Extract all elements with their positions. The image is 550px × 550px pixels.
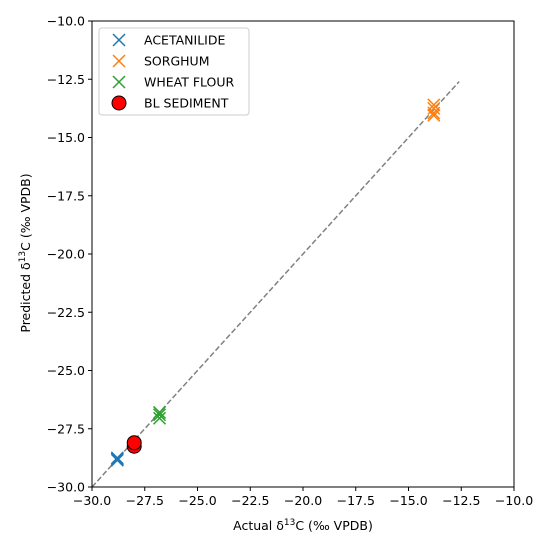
point-acetanilide	[110, 452, 124, 466]
x-axis-label: Actual δ13C (‰ VPDB)	[233, 518, 373, 533]
legend-label-sorghum: SORGHUM	[144, 54, 209, 69]
x-tick-label: −17.5	[337, 493, 375, 508]
y-tick-label: −10.0	[47, 14, 85, 29]
legend-box	[98, 27, 250, 116]
point-wheat-flour	[152, 405, 167, 419]
y-tick-label: −12.5	[47, 72, 85, 87]
plot-marks	[91, 81, 460, 488]
y-tick-label: −17.5	[47, 188, 85, 203]
point-sorghum	[427, 106, 441, 120]
point-acetanilide	[110, 451, 124, 465]
point-wheat-flour	[152, 408, 167, 422]
x-tick-label: −22.5	[231, 493, 269, 508]
y-tick-label: −30.0	[47, 480, 85, 495]
legend: ACETANILIDE SORGHUM WHEAT FLOUR BL SEDIMENT	[98, 27, 250, 116]
reference-line	[91, 81, 460, 488]
x-axis-ticks: −30.0 −27.5 −25.0 −22.5 −20.0 −17.5 −15.0 −12.5…	[73, 487, 533, 508]
legend-marker-acetanilide	[112, 33, 126, 47]
point-bl-sediment	[126, 435, 142, 451]
legend-label-bl-sediment: BL SEDIMENT	[144, 96, 229, 111]
x-tick-label: −27.5	[126, 493, 164, 508]
point-wheat-flour	[152, 411, 167, 425]
x-tick-label: −15.0	[389, 493, 427, 508]
x-tick-label: −10.0	[495, 493, 533, 508]
y-axis-ticks: −30.0 −27.5 −25.0 −22.5 −20.0 −17.5 −15.0 −12.5…	[47, 14, 92, 495]
x-tick-label: −30.0	[73, 493, 111, 508]
y-axis-label: Predicted δ13C (‰ VPDB)	[18, 173, 33, 332]
x-tick-label: −12.5	[442, 493, 480, 508]
y-tick-label: −27.5	[47, 421, 85, 436]
y-tick-label: −25.0	[47, 363, 85, 378]
point-sorghum	[427, 108, 441, 122]
legend-label-wheat-flour: WHEAT FLOUR	[144, 75, 235, 90]
point-acetanilide	[110, 453, 124, 467]
legend-label-acetanilide: ACETANILIDE	[144, 33, 225, 48]
legend-marker-sorghum	[112, 54, 126, 68]
y-tick-label: −15.0	[47, 130, 85, 145]
x-tick-label: −25.0	[178, 493, 216, 508]
y-tick-label: −22.5	[47, 305, 85, 320]
legend-marker-wheat-flour	[112, 75, 126, 89]
legend-marker-bl-sediment	[111, 95, 127, 111]
y-tick-label: −20.0	[47, 247, 85, 262]
x-tick-label: −20.0	[284, 493, 322, 508]
